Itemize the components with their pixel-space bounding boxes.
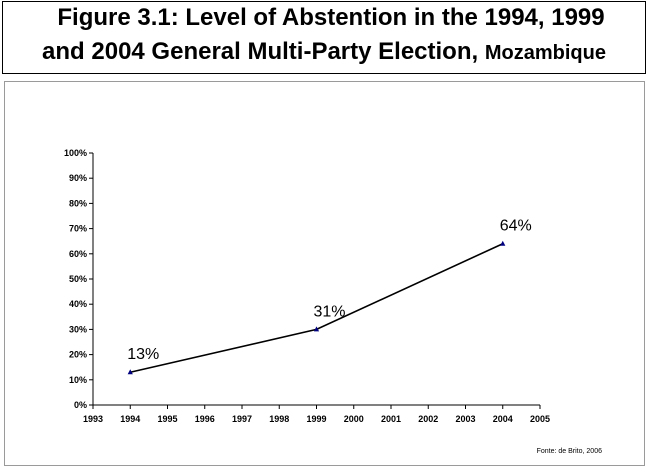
figure-title-line-2-main: and 2004 General Multi-Party Election, — [42, 38, 479, 65]
x-tick-label: 2004 — [493, 414, 513, 424]
y-tick-label: 0% — [74, 400, 87, 410]
figure-title-line-1: Figure 3.1: Level of Abstention in the 1… — [57, 4, 605, 31]
x-tick-label: 1997 — [232, 414, 252, 424]
x-tick-label: 2005 — [530, 414, 550, 424]
figure-title-line-2: and 2004 General Multi-Party Election, M… — [3, 38, 645, 66]
data-point — [127, 369, 133, 375]
x-tick-label: 1998 — [269, 414, 289, 424]
figure-title-line-2-country: Mozambique — [484, 42, 606, 64]
chart-area: 0% 10% 20% 30% 40% 50% 60% 70% 80% 90% 100% 1993 199… — [4, 81, 645, 466]
y-tick-label: 60% — [69, 249, 87, 259]
x-tick-label: 2000 — [344, 414, 364, 424]
data-label: 31% — [314, 303, 346, 320]
x-tick-label: 1995 — [157, 414, 177, 424]
data-label: 64% — [500, 218, 532, 235]
y-tick-label: 90% — [69, 173, 87, 183]
x-tick-label: 1999 — [306, 414, 326, 424]
figure-title-box: Figure 3.1: Level of Abstention in the 1… — [2, 1, 646, 74]
y-tick-label: 40% — [69, 299, 87, 309]
line-chart: 0% 10% 20% 30% 40% 50% 60% 70% 80% 90% 100% 1993 199… — [64, 148, 550, 424]
x-tick-label: 1993 — [83, 414, 103, 424]
x-tick-label: 1994 — [120, 414, 140, 424]
y-tick-label: 50% — [69, 274, 87, 284]
y-tick-label: 20% — [69, 350, 87, 360]
x-tick-label: 1996 — [195, 414, 215, 424]
data-point — [313, 326, 320, 332]
data-point — [500, 240, 506, 246]
y-tick-label: 70% — [69, 224, 87, 234]
y-tick-label: 30% — [69, 324, 87, 334]
data-label: 13% — [127, 346, 159, 363]
x-tick-label: 2003 — [455, 414, 475, 424]
x-tick-label: 2002 — [418, 414, 438, 424]
x-tick-label: 2001 — [381, 414, 401, 424]
y-tick-label: 80% — [69, 198, 87, 208]
y-tick-label: 10% — [69, 375, 87, 385]
y-tick-label: 100% — [64, 148, 87, 158]
source-note: Fonte: de Brito, 2006 — [536, 448, 602, 455]
